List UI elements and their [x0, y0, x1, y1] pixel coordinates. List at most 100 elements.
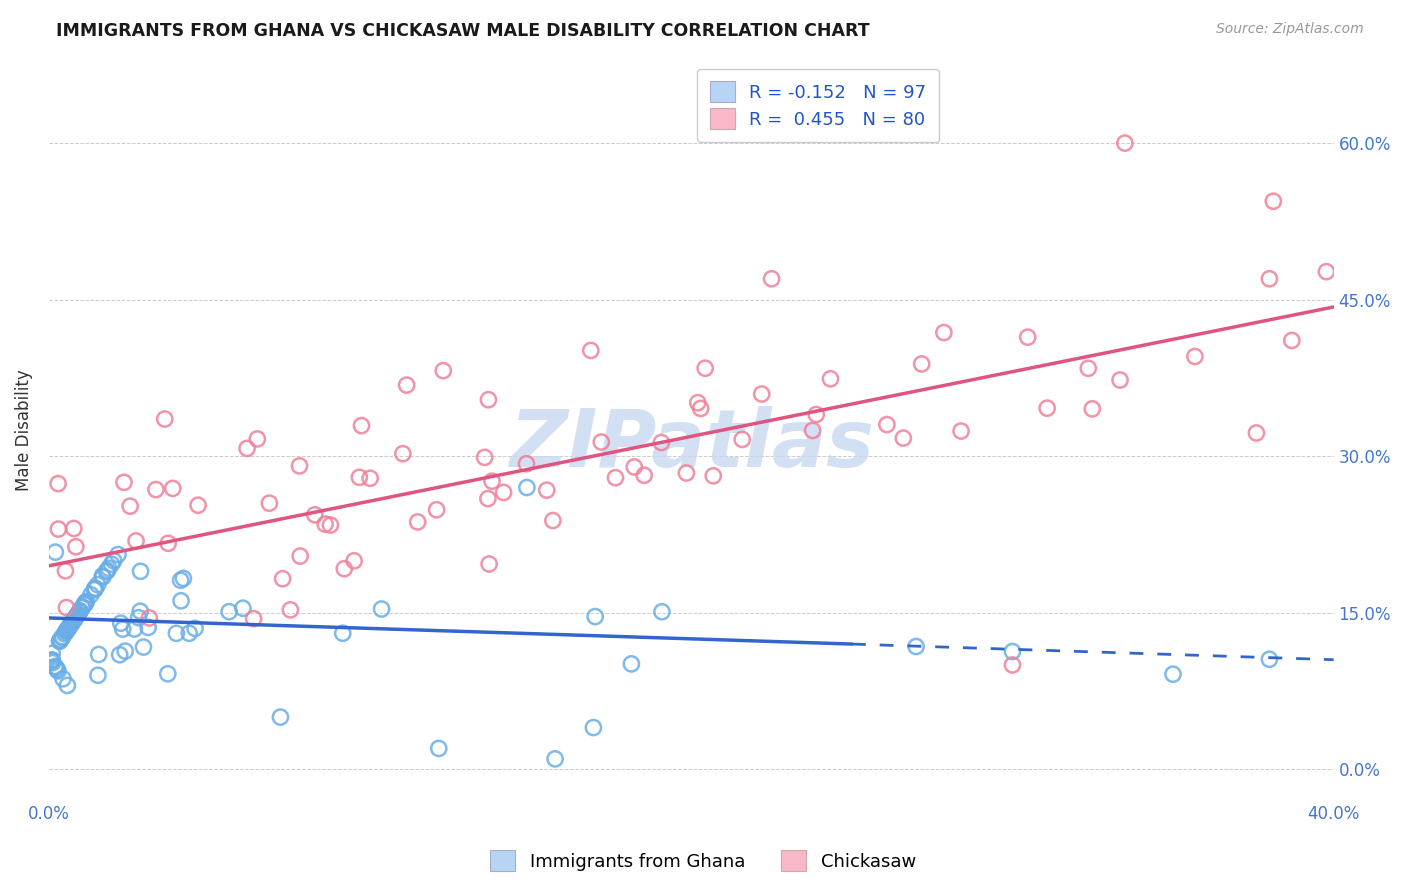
Point — [129, 564, 152, 578]
Point — [702, 468, 724, 483]
Point — [60, 616, 83, 631]
Point — [46, 663, 69, 677]
Point — [80, 588, 103, 602]
Point — [1258, 272, 1281, 286]
Point — [406, 515, 429, 529]
Point — [689, 401, 711, 416]
Point — [110, 616, 132, 631]
Point — [891, 431, 914, 445]
Point — [51, 631, 73, 645]
Point — [169, 573, 191, 587]
Text: ZIPatlas: ZIPatlas — [509, 406, 873, 484]
Point — [1114, 136, 1136, 150]
Point — [187, 498, 209, 512]
Point — [359, 471, 381, 485]
Point — [820, 372, 842, 386]
Point — [269, 710, 291, 724]
Point — [544, 752, 567, 766]
Point — [474, 450, 496, 465]
Point — [1081, 401, 1104, 416]
Point — [65, 540, 87, 554]
Point — [162, 482, 184, 496]
Point — [242, 612, 264, 626]
Point — [477, 392, 499, 407]
Point — [246, 432, 269, 446]
Point — [1184, 350, 1206, 364]
Point — [392, 447, 415, 461]
Point — [1263, 194, 1285, 209]
Point — [432, 364, 454, 378]
Point — [319, 518, 342, 533]
Point — [112, 475, 135, 490]
Point — [67, 605, 90, 619]
Point — [153, 412, 176, 426]
Point — [751, 387, 773, 401]
Point — [426, 502, 449, 516]
Point — [686, 395, 709, 409]
Point — [1281, 334, 1303, 348]
Point — [56, 623, 79, 637]
Point — [395, 378, 418, 392]
Point — [184, 621, 207, 635]
Point — [1036, 401, 1059, 416]
Point — [73, 598, 96, 612]
Point — [132, 640, 155, 654]
Point — [1161, 667, 1184, 681]
Point — [70, 600, 93, 615]
Point — [72, 600, 94, 615]
Point — [541, 514, 564, 528]
Point — [911, 357, 934, 371]
Point — [56, 624, 79, 638]
Point — [91, 570, 114, 584]
Point — [97, 561, 120, 575]
Point — [145, 483, 167, 497]
Point — [492, 485, 515, 500]
Point — [114, 644, 136, 658]
Point — [65, 611, 87, 625]
Point — [66, 607, 89, 622]
Point — [128, 611, 150, 625]
Point — [49, 633, 72, 648]
Point — [129, 604, 152, 618]
Point — [62, 613, 84, 627]
Point — [48, 634, 70, 648]
Point — [157, 536, 180, 550]
Point — [41, 646, 63, 660]
Point — [801, 424, 824, 438]
Point — [83, 582, 105, 596]
Point — [96, 564, 118, 578]
Point — [1315, 265, 1337, 279]
Point — [96, 565, 118, 579]
Point — [170, 594, 193, 608]
Point — [53, 627, 76, 641]
Point — [650, 435, 672, 450]
Point — [86, 577, 108, 591]
Point — [582, 721, 605, 735]
Y-axis label: Male Disability: Male Disability — [15, 369, 32, 491]
Point — [87, 648, 110, 662]
Point — [55, 625, 77, 640]
Point — [427, 741, 450, 756]
Point — [83, 582, 105, 597]
Point — [41, 656, 63, 670]
Point — [370, 602, 392, 616]
Point — [66, 608, 89, 623]
Point — [477, 491, 499, 506]
Legend: Immigrants from Ghana, Chickasaw: Immigrants from Ghana, Chickasaw — [482, 843, 924, 879]
Point — [55, 564, 77, 578]
Point — [73, 597, 96, 611]
Point — [218, 605, 240, 619]
Point — [232, 601, 254, 615]
Point — [1109, 373, 1132, 387]
Point — [516, 481, 538, 495]
Point — [288, 458, 311, 473]
Point — [179, 626, 201, 640]
Point — [633, 468, 655, 483]
Point — [124, 622, 146, 636]
Point — [55, 624, 77, 638]
Point — [91, 569, 114, 583]
Point — [41, 653, 63, 667]
Point — [87, 668, 110, 682]
Point — [536, 483, 558, 498]
Point — [761, 272, 783, 286]
